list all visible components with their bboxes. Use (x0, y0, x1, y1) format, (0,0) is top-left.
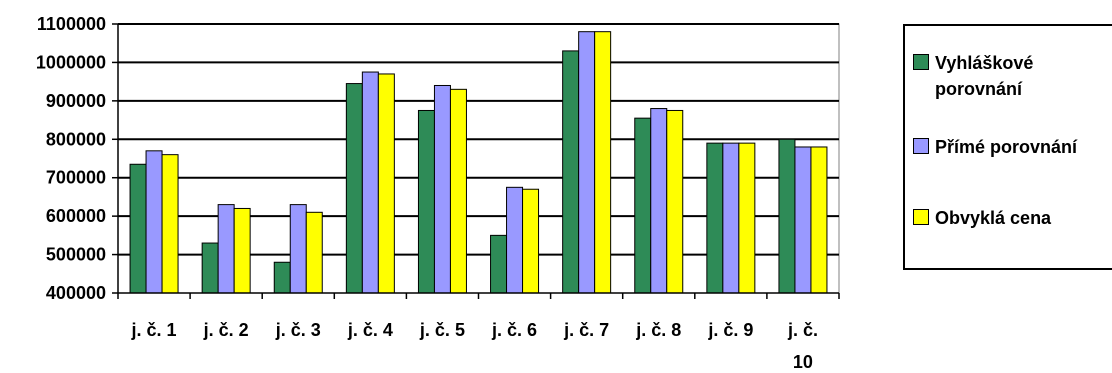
bar-series-2-cat-8 (650, 108, 668, 294)
bar-series-1-cat-7 (562, 50, 580, 294)
y-tick-label: 800000 (46, 129, 106, 149)
y-tick-label: 1000000 (36, 52, 106, 72)
bar-series-2-cat-10 (794, 146, 812, 294)
x-tick-label: j. č. 10 (787, 320, 818, 372)
bar-series-1-cat-2 (201, 242, 219, 294)
x-tick-label: j. č. 3 (275, 320, 321, 340)
legend-label-series-1: Vyhláškové porovnání (935, 53, 1034, 99)
legend-swatch-series-1 (913, 54, 929, 70)
x-tick-label: j. č. 8 (635, 320, 681, 340)
x-tick-label: j. č. 7 (563, 320, 609, 340)
y-tick-label: 1100000 (37, 14, 106, 34)
bar-series-1-cat-1 (129, 163, 147, 294)
bar-series-3-cat-2 (233, 207, 251, 294)
axes (112, 23, 840, 299)
bar-series-3-cat-4 (377, 73, 395, 294)
bar-series-1-cat-9 (706, 142, 724, 294)
bar-series-2-cat-6 (506, 186, 524, 294)
y-tick-label: 600000 (46, 206, 106, 226)
y-tick-label: 500000 (46, 245, 106, 265)
bar-series-3-cat-1 (161, 154, 179, 294)
bar-series-3-cat-8 (666, 109, 684, 294)
bar-series-1-cat-4 (345, 83, 363, 294)
bar-series-3-cat-10 (810, 146, 828, 294)
bar-series-1-cat-6 (490, 234, 508, 294)
y-tick-labels: 400000 500000 600000 700000 800000 900000 1000… (36, 14, 106, 303)
y-tick-label: 900000 (46, 91, 106, 111)
bar-series-3-cat-9 (738, 142, 756, 294)
legend-item-vyhlaskove: Vyhláškové porovnání (913, 50, 1103, 102)
legend-label-series-3: Obvyklá cena (935, 208, 1052, 228)
legend-label-series-2: Přímé porovnání (935, 137, 1078, 157)
x-tick-label: j. č. 4 (347, 320, 393, 340)
bar-series-2-cat-7 (578, 31, 596, 294)
bar-series-1-cat-8 (634, 117, 652, 294)
x-tick-label: j. č. 9 (707, 320, 753, 340)
bars (129, 31, 828, 294)
x-tick-label: j. č. 6 (491, 320, 537, 340)
bar-series-3-cat-3 (305, 211, 323, 294)
x-tick-label: j. č. 1 (131, 320, 177, 340)
bar-series-2-cat-2 (217, 204, 235, 294)
legend: Vyhláškové porovnání Přímé porovnání Obv… (903, 24, 1112, 270)
bar-series-1-cat-10 (778, 138, 796, 294)
legend-item-obvykla: Obvyklá cena (913, 205, 1112, 231)
bar-chart: 400000 500000 600000 700000 800000 900000 1000… (36, 14, 840, 372)
bar-series-2-cat-1 (145, 150, 163, 294)
bar-series-3-cat-7 (594, 31, 612, 294)
bar-series-2-cat-5 (433, 84, 451, 294)
bar-series-1-cat-5 (417, 109, 435, 294)
bar-series-1-cat-3 (273, 261, 291, 294)
legend-swatch-series-2 (913, 138, 929, 154)
legend-swatch-series-3 (913, 209, 929, 225)
x-tick-label: j. č. 2 (203, 320, 249, 340)
bar-series-3-cat-6 (522, 188, 540, 294)
y-tick-label: 700000 (46, 168, 106, 188)
bar-series-2-cat-4 (361, 71, 379, 294)
bar-series-2-cat-3 (289, 204, 307, 294)
x-tick-labels: j. č. 1 j. č. 2 j. č. 3 j. č. 4 j. č. 5 j. č.… (131, 320, 818, 372)
bar-series-2-cat-9 (722, 142, 740, 294)
bar-series-3-cat-5 (449, 88, 467, 294)
y-tick-label: 400000 (46, 283, 106, 303)
x-tick-label: j. č. 5 (419, 320, 465, 340)
legend-item-prime: Přímé porovnání (913, 134, 1112, 160)
